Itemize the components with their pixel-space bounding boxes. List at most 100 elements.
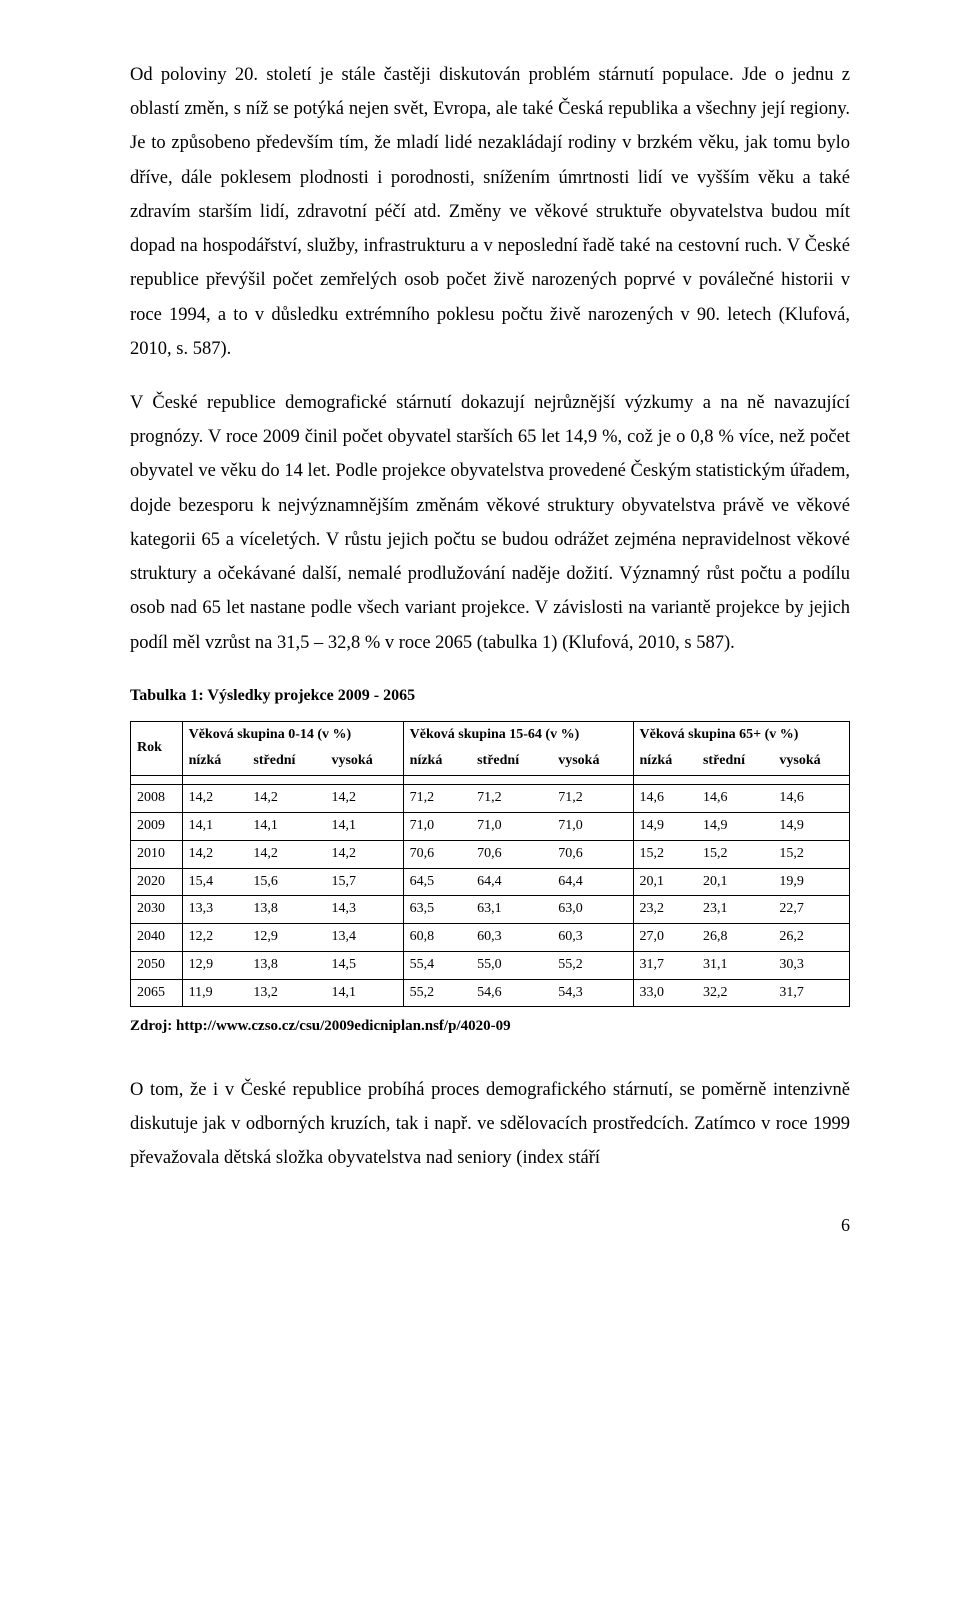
- table-row: 2008 14,2 14,2 14,2 71,2 71,2 71,2 14,6 …: [131, 785, 850, 813]
- cell: 13,8: [247, 951, 325, 979]
- body-paragraph: Od poloviny 20. století je stále častěji…: [130, 58, 850, 366]
- cell: 54,6: [471, 979, 552, 1007]
- table-row: 2050 12,9 13,8 14,5 55,4 55,0 55,2 31,7 …: [131, 951, 850, 979]
- cell-year: 2009: [131, 812, 183, 840]
- cell: 15,7: [325, 868, 403, 896]
- subheader-mid: střední: [247, 748, 325, 775]
- cell-year: 2008: [131, 785, 183, 813]
- cell: 14,2: [247, 840, 325, 868]
- cell: 15,2: [773, 840, 849, 868]
- cell: 71,2: [471, 785, 552, 813]
- cell: 14,9: [633, 812, 697, 840]
- cell: 54,3: [552, 979, 633, 1007]
- col-group-0-14: Věková skupina 0-14 (v %): [182, 721, 403, 748]
- cell: 20,1: [633, 868, 697, 896]
- cell: 15,2: [633, 840, 697, 868]
- table-row: 2010 14,2 14,2 14,2 70,6 70,6 70,6 15,2 …: [131, 840, 850, 868]
- subheader-low: nízká: [403, 748, 471, 775]
- cell: 63,5: [403, 896, 471, 924]
- cell: 12,9: [247, 924, 325, 952]
- cell: 14,1: [182, 812, 247, 840]
- cell: 14,5: [325, 951, 403, 979]
- cell: 14,9: [773, 812, 849, 840]
- cell: 13,4: [325, 924, 403, 952]
- cell: 12,9: [182, 951, 247, 979]
- cell: 55,0: [471, 951, 552, 979]
- cell: 14,6: [773, 785, 849, 813]
- cell: 22,7: [773, 896, 849, 924]
- cell: 13,3: [182, 896, 247, 924]
- cell: 14,2: [182, 785, 247, 813]
- cell-year: 2040: [131, 924, 183, 952]
- table-row: 2009 14,1 14,1 14,1 71,0 71,0 71,0 14,9 …: [131, 812, 850, 840]
- table-caption: Tabulka 1: Výsledky projekce 2009 - 2065: [130, 686, 850, 707]
- cell: 14,1: [247, 812, 325, 840]
- cell: 23,2: [633, 896, 697, 924]
- table-row: 2020 15,4 15,6 15,7 64,5 64,4 64,4 20,1 …: [131, 868, 850, 896]
- cell: 14,2: [325, 840, 403, 868]
- cell: 60,3: [552, 924, 633, 952]
- cell: 14,3: [325, 896, 403, 924]
- subheader-mid: střední: [697, 748, 773, 775]
- table-row: 2030 13,3 13,8 14,3 63,5 63,1 63,0 23,2 …: [131, 896, 850, 924]
- cell: 55,2: [552, 951, 633, 979]
- cell: 15,6: [247, 868, 325, 896]
- cell: 55,2: [403, 979, 471, 1007]
- cell: 70,6: [552, 840, 633, 868]
- cell: 30,3: [773, 951, 849, 979]
- col-group-15-64: Věková skupina 15-64 (v %): [403, 721, 633, 748]
- cell: 70,6: [403, 840, 471, 868]
- cell: 70,6: [471, 840, 552, 868]
- cell-year: 2020: [131, 868, 183, 896]
- cell: 64,5: [403, 868, 471, 896]
- cell: 31,7: [633, 951, 697, 979]
- cell: 27,0: [633, 924, 697, 952]
- cell: 20,1: [697, 868, 773, 896]
- cell: 14,6: [697, 785, 773, 813]
- projection-table: Rok Věková skupina 0-14 (v %) Věková sku…: [130, 721, 850, 1008]
- cell: 14,9: [697, 812, 773, 840]
- cell-year: 2030: [131, 896, 183, 924]
- cell: 26,8: [697, 924, 773, 952]
- cell: 14,1: [325, 979, 403, 1007]
- cell: 23,1: [697, 896, 773, 924]
- cell-year: 2010: [131, 840, 183, 868]
- subheader-high: vysoká: [773, 748, 849, 775]
- cell: 15,2: [697, 840, 773, 868]
- cell: 31,7: [773, 979, 849, 1007]
- cell: 32,2: [697, 979, 773, 1007]
- cell: 14,2: [325, 785, 403, 813]
- cell: 63,0: [552, 896, 633, 924]
- cell: 11,9: [182, 979, 247, 1007]
- table-source: Zdroj: http://www.czso.cz/csu/2009edicni…: [130, 1017, 850, 1037]
- subheader-high: vysoká: [325, 748, 403, 775]
- cell: 71,0: [552, 812, 633, 840]
- subheader-mid: střední: [471, 748, 552, 775]
- body-paragraph: O tom, že i v České republice probíhá pr…: [130, 1073, 850, 1176]
- cell: 64,4: [552, 868, 633, 896]
- table-body: 2008 14,2 14,2 14,2 71,2 71,2 71,2 14,6 …: [131, 776, 850, 1007]
- cell: 14,2: [247, 785, 325, 813]
- cell: 63,1: [471, 896, 552, 924]
- cell: 55,4: [403, 951, 471, 979]
- subheader-high: vysoká: [552, 748, 633, 775]
- cell: 14,6: [633, 785, 697, 813]
- subheader-low: nízká: [633, 748, 697, 775]
- cell-year: 2065: [131, 979, 183, 1007]
- cell: 60,3: [471, 924, 552, 952]
- cell: 19,9: [773, 868, 849, 896]
- table-row: 2040 12,2 12,9 13,4 60,8 60,3 60,3 27,0 …: [131, 924, 850, 952]
- cell-year: 2050: [131, 951, 183, 979]
- cell: 31,1: [697, 951, 773, 979]
- cell: 26,2: [773, 924, 849, 952]
- col-rok-header: Rok: [131, 721, 183, 776]
- cell: 71,0: [471, 812, 552, 840]
- cell: 13,2: [247, 979, 325, 1007]
- body-paragraph: V České republice demografické stárnutí …: [130, 386, 850, 660]
- cell: 64,4: [471, 868, 552, 896]
- page-number: 6: [130, 1216, 850, 1234]
- cell: 14,2: [182, 840, 247, 868]
- cell: 71,2: [552, 785, 633, 813]
- cell: 15,4: [182, 868, 247, 896]
- cell: 60,8: [403, 924, 471, 952]
